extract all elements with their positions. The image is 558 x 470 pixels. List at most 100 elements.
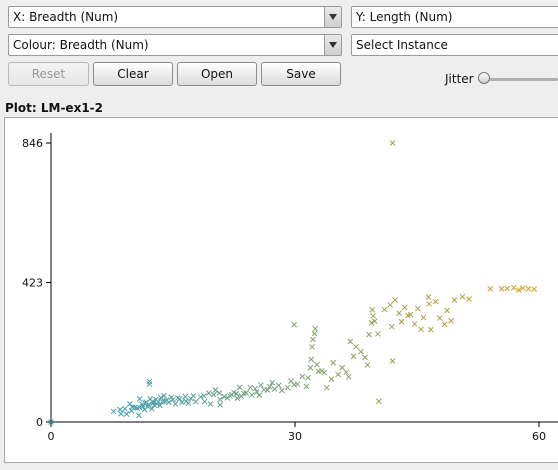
data-point bbox=[414, 305, 421, 312]
data-point bbox=[217, 396, 224, 403]
data-point bbox=[339, 364, 346, 371]
data-point bbox=[362, 354, 368, 361]
data-point bbox=[269, 379, 276, 386]
data-point bbox=[146, 381, 153, 387]
data-point bbox=[459, 293, 466, 300]
data-point bbox=[330, 359, 337, 366]
data-point bbox=[217, 401, 224, 408]
data-point bbox=[418, 326, 424, 333]
jitter-slider-track[interactable] bbox=[478, 78, 558, 81]
data-point bbox=[179, 399, 185, 406]
data-point bbox=[350, 353, 357, 360]
data-point bbox=[243, 390, 250, 396]
data-point bbox=[371, 318, 378, 324]
data-point bbox=[411, 321, 418, 327]
data-point bbox=[392, 297, 398, 303]
data-point bbox=[291, 321, 298, 328]
jitter-slider-thumb[interactable] bbox=[478, 72, 490, 84]
instance-select[interactable]: Select Instance bbox=[351, 34, 558, 56]
data-point bbox=[426, 301, 433, 307]
data-point bbox=[207, 401, 214, 407]
data-point bbox=[166, 399, 172, 406]
data-point bbox=[247, 384, 254, 391]
data-point bbox=[148, 405, 155, 412]
y-tick-label: 0 bbox=[36, 416, 43, 429]
data-point bbox=[368, 319, 375, 326]
reset-button[interactable]: Reset bbox=[8, 62, 89, 86]
data-point bbox=[441, 321, 448, 328]
data-point bbox=[466, 296, 472, 302]
data-point bbox=[398, 318, 405, 325]
data-point bbox=[161, 392, 167, 399]
scatter-plot[interactable]: 0 30 60 0 423 846 bbox=[5, 118, 558, 462]
data-point bbox=[136, 404, 143, 411]
data-point bbox=[364, 362, 371, 368]
data-point bbox=[510, 284, 517, 291]
chevron-down-icon[interactable] bbox=[324, 35, 341, 55]
data-point bbox=[381, 306, 388, 313]
x-axis-select-value: X: Breadth (Num) bbox=[13, 10, 119, 24]
data-point bbox=[197, 394, 204, 400]
data-point bbox=[294, 381, 301, 387]
open-button[interactable]: Open bbox=[177, 62, 257, 86]
data-point bbox=[314, 361, 320, 368]
data-point bbox=[396, 310, 402, 317]
data-point bbox=[310, 336, 316, 343]
colour-select[interactable]: Colour: Breadth (Num) bbox=[8, 34, 342, 56]
data-point bbox=[312, 325, 319, 332]
data-point bbox=[135, 412, 142, 419]
data-point bbox=[388, 323, 395, 330]
data-point bbox=[279, 387, 285, 394]
data-point bbox=[275, 382, 282, 389]
data-point bbox=[318, 368, 325, 374]
data-point bbox=[253, 389, 260, 395]
data-point bbox=[249, 392, 255, 398]
data-point bbox=[190, 393, 197, 399]
data-point bbox=[487, 285, 494, 292]
data-point bbox=[140, 403, 146, 410]
data-point bbox=[157, 402, 163, 409]
data-point bbox=[201, 398, 208, 405]
data-point bbox=[117, 406, 123, 413]
data-point bbox=[353, 343, 359, 350]
data-point bbox=[308, 356, 315, 363]
data-point bbox=[389, 358, 396, 364]
data-point bbox=[309, 343, 315, 350]
data-point bbox=[504, 285, 511, 292]
data-point bbox=[48, 419, 54, 425]
data-point bbox=[284, 384, 291, 391]
data-point bbox=[136, 396, 143, 402]
data-point bbox=[122, 405, 128, 412]
save-button[interactable]: Save bbox=[261, 62, 341, 86]
data-point bbox=[123, 411, 130, 417]
chevron-down-icon[interactable] bbox=[324, 7, 341, 27]
data-point bbox=[170, 396, 176, 403]
data-point bbox=[519, 285, 526, 291]
y-tick-label: 846 bbox=[22, 137, 43, 150]
colour-select-value: Colour: Breadth (Num) bbox=[13, 38, 149, 52]
plot-panel[interactable]: 0 30 60 0 423 846 bbox=[4, 117, 558, 463]
data-point bbox=[370, 312, 376, 319]
data-point bbox=[448, 317, 455, 324]
data-point bbox=[256, 392, 263, 399]
data-point bbox=[444, 307, 450, 314]
x-tick-label: 60 bbox=[532, 430, 546, 443]
x-tick-label: 30 bbox=[288, 430, 302, 443]
data-point bbox=[127, 401, 133, 407]
data-point bbox=[427, 326, 434, 333]
data-point bbox=[432, 298, 439, 305]
data-point bbox=[498, 285, 505, 292]
jitter-label: Jitter bbox=[445, 72, 474, 86]
data-point bbox=[233, 390, 240, 397]
data-point bbox=[401, 304, 408, 311]
data-point bbox=[110, 408, 117, 415]
clear-button[interactable]: Clear bbox=[93, 62, 173, 86]
data-point bbox=[185, 400, 192, 407]
data-point bbox=[299, 373, 306, 380]
data-point bbox=[252, 385, 259, 392]
data-point bbox=[172, 401, 179, 407]
data-point bbox=[212, 387, 219, 393]
y-axis-select[interactable]: Y: Length (Num) bbox=[351, 6, 558, 28]
x-axis-select[interactable]: X: Breadth (Num) bbox=[8, 6, 342, 28]
data-point bbox=[366, 331, 372, 338]
